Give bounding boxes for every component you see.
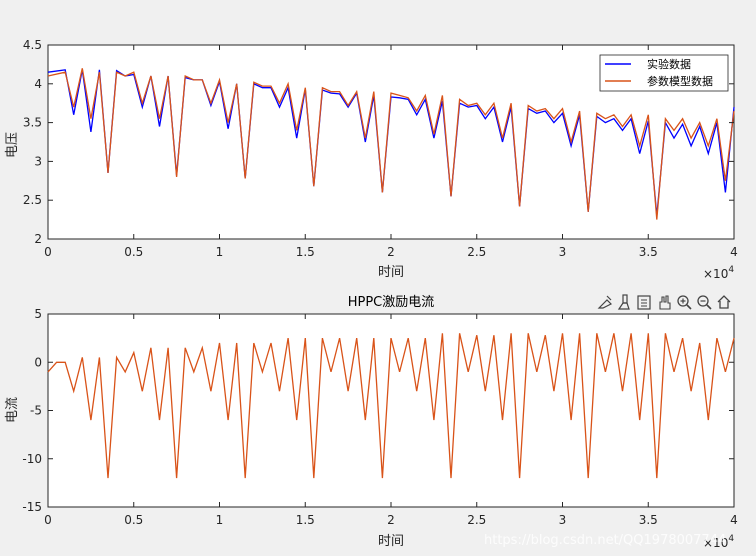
- ax2-x-tick-label: 2.5: [467, 513, 486, 527]
- data-tips-icon[interactable]: [597, 295, 613, 309]
- pan-icon[interactable]: [659, 295, 671, 310]
- voltage-x-exponent: ×104: [703, 265, 734, 281]
- ax1-x-tick-label: 1: [216, 245, 224, 259]
- ax1-y-tick-label: 2.5: [23, 193, 42, 207]
- ax1-x-tick-label: 1.5: [296, 245, 315, 259]
- voltage-x-label: 时间: [378, 265, 404, 280]
- ax2-series-line-0: [47, 333, 735, 479]
- ax2-y-tick-label: 5: [34, 307, 42, 321]
- voltage-axes: 0 0.5 1 1.5 2 2.5 3 3.5 4 2 2.5 3 3.5 4 4.5 时间 电压 ×10…: [5, 38, 738, 281]
- current-x-exponent: ×104: [703, 534, 734, 550]
- current-x-label: 时间: [378, 534, 404, 549]
- ax2-y-tick-label: 0: [34, 355, 42, 369]
- zoom-in-icon[interactable]: [677, 295, 692, 310]
- ax2-x-tick-label: 1.5: [296, 513, 315, 527]
- ax1-y-tick-label: 3.5: [23, 116, 42, 130]
- ax2-x-tick-label: 0: [44, 513, 52, 527]
- ax2-x-tick-label: 3.5: [639, 513, 658, 527]
- current-axes: HPPC激励电流 0 0.5 1 1.5 2 2.5 3 3.5 4 -15 -10 -5 0 5 时间…: [5, 295, 738, 550]
- watermark-text: https://blog.csdn.net/QQ1978007744: [484, 533, 726, 548]
- ax2-y-tick-label: -15: [22, 500, 42, 514]
- legend-box: [599, 54, 729, 92]
- ax1-x-tick-label: 3: [559, 245, 567, 259]
- current-plot-title: HPPC激励电流: [348, 295, 435, 310]
- ax1-y-tick-label: 4.5: [23, 38, 42, 52]
- ax2-x-tick-label: 1: [216, 513, 224, 527]
- home-icon[interactable]: [717, 295, 731, 309]
- ax1-y-tick-label: 2: [34, 232, 42, 246]
- brush-icon[interactable]: [617, 294, 630, 310]
- ax1-x-tick-label: 4: [730, 245, 738, 259]
- legend[interactable]: 实验数据 参数模型数据: [599, 54, 729, 92]
- ax2-y-tick-label: -5: [30, 404, 42, 418]
- current-y-label: 电流: [5, 397, 20, 423]
- current-series-group: [47, 333, 735, 479]
- voltage-y-label: 电压: [5, 132, 20, 158]
- ax2-x-tick-label: 3: [559, 513, 567, 527]
- voltage-series-group: [47, 68, 735, 220]
- zoom-out-icon[interactable]: [697, 295, 712, 310]
- ax1-y-tick-label: 4: [34, 77, 42, 91]
- voltage-x-ticks: 0 0.5 1 1.5 2 2.5 3 3.5 4: [44, 45, 738, 259]
- ax2-x-tick-label: 0.5: [124, 513, 143, 527]
- voltage-y-ticks: 2 2.5 3 3.5 4 4.5: [23, 38, 734, 246]
- ax1-x-tick-label: 0.5: [124, 245, 143, 259]
- ax1-series-line-1: [47, 68, 735, 220]
- ax1-x-tick-label: 3.5: [639, 245, 658, 259]
- ax2-x-tick-label: 4: [730, 513, 738, 527]
- ax2-x-tick-label: 2: [387, 513, 395, 527]
- ax2-y-tick-label: -10: [22, 452, 42, 466]
- legend-entry-model: 参数模型数据: [647, 74, 713, 88]
- ax1-x-tick-label: 0: [44, 245, 52, 259]
- axes-toolbar: [597, 294, 731, 310]
- ax1-y-tick-label: 3: [34, 154, 42, 168]
- ax1-x-tick-label: 2.5: [467, 245, 486, 259]
- export-icon[interactable]: [637, 295, 651, 310]
- current-x-ticks: 0 0.5 1 1.5 2 2.5 3 3.5 4: [44, 314, 738, 527]
- current-y-ticks: -15 -10 -5 0 5: [22, 307, 734, 514]
- ax1-x-tick-label: 2: [387, 245, 395, 259]
- legend-entry-experimental: 实验数据: [647, 57, 691, 71]
